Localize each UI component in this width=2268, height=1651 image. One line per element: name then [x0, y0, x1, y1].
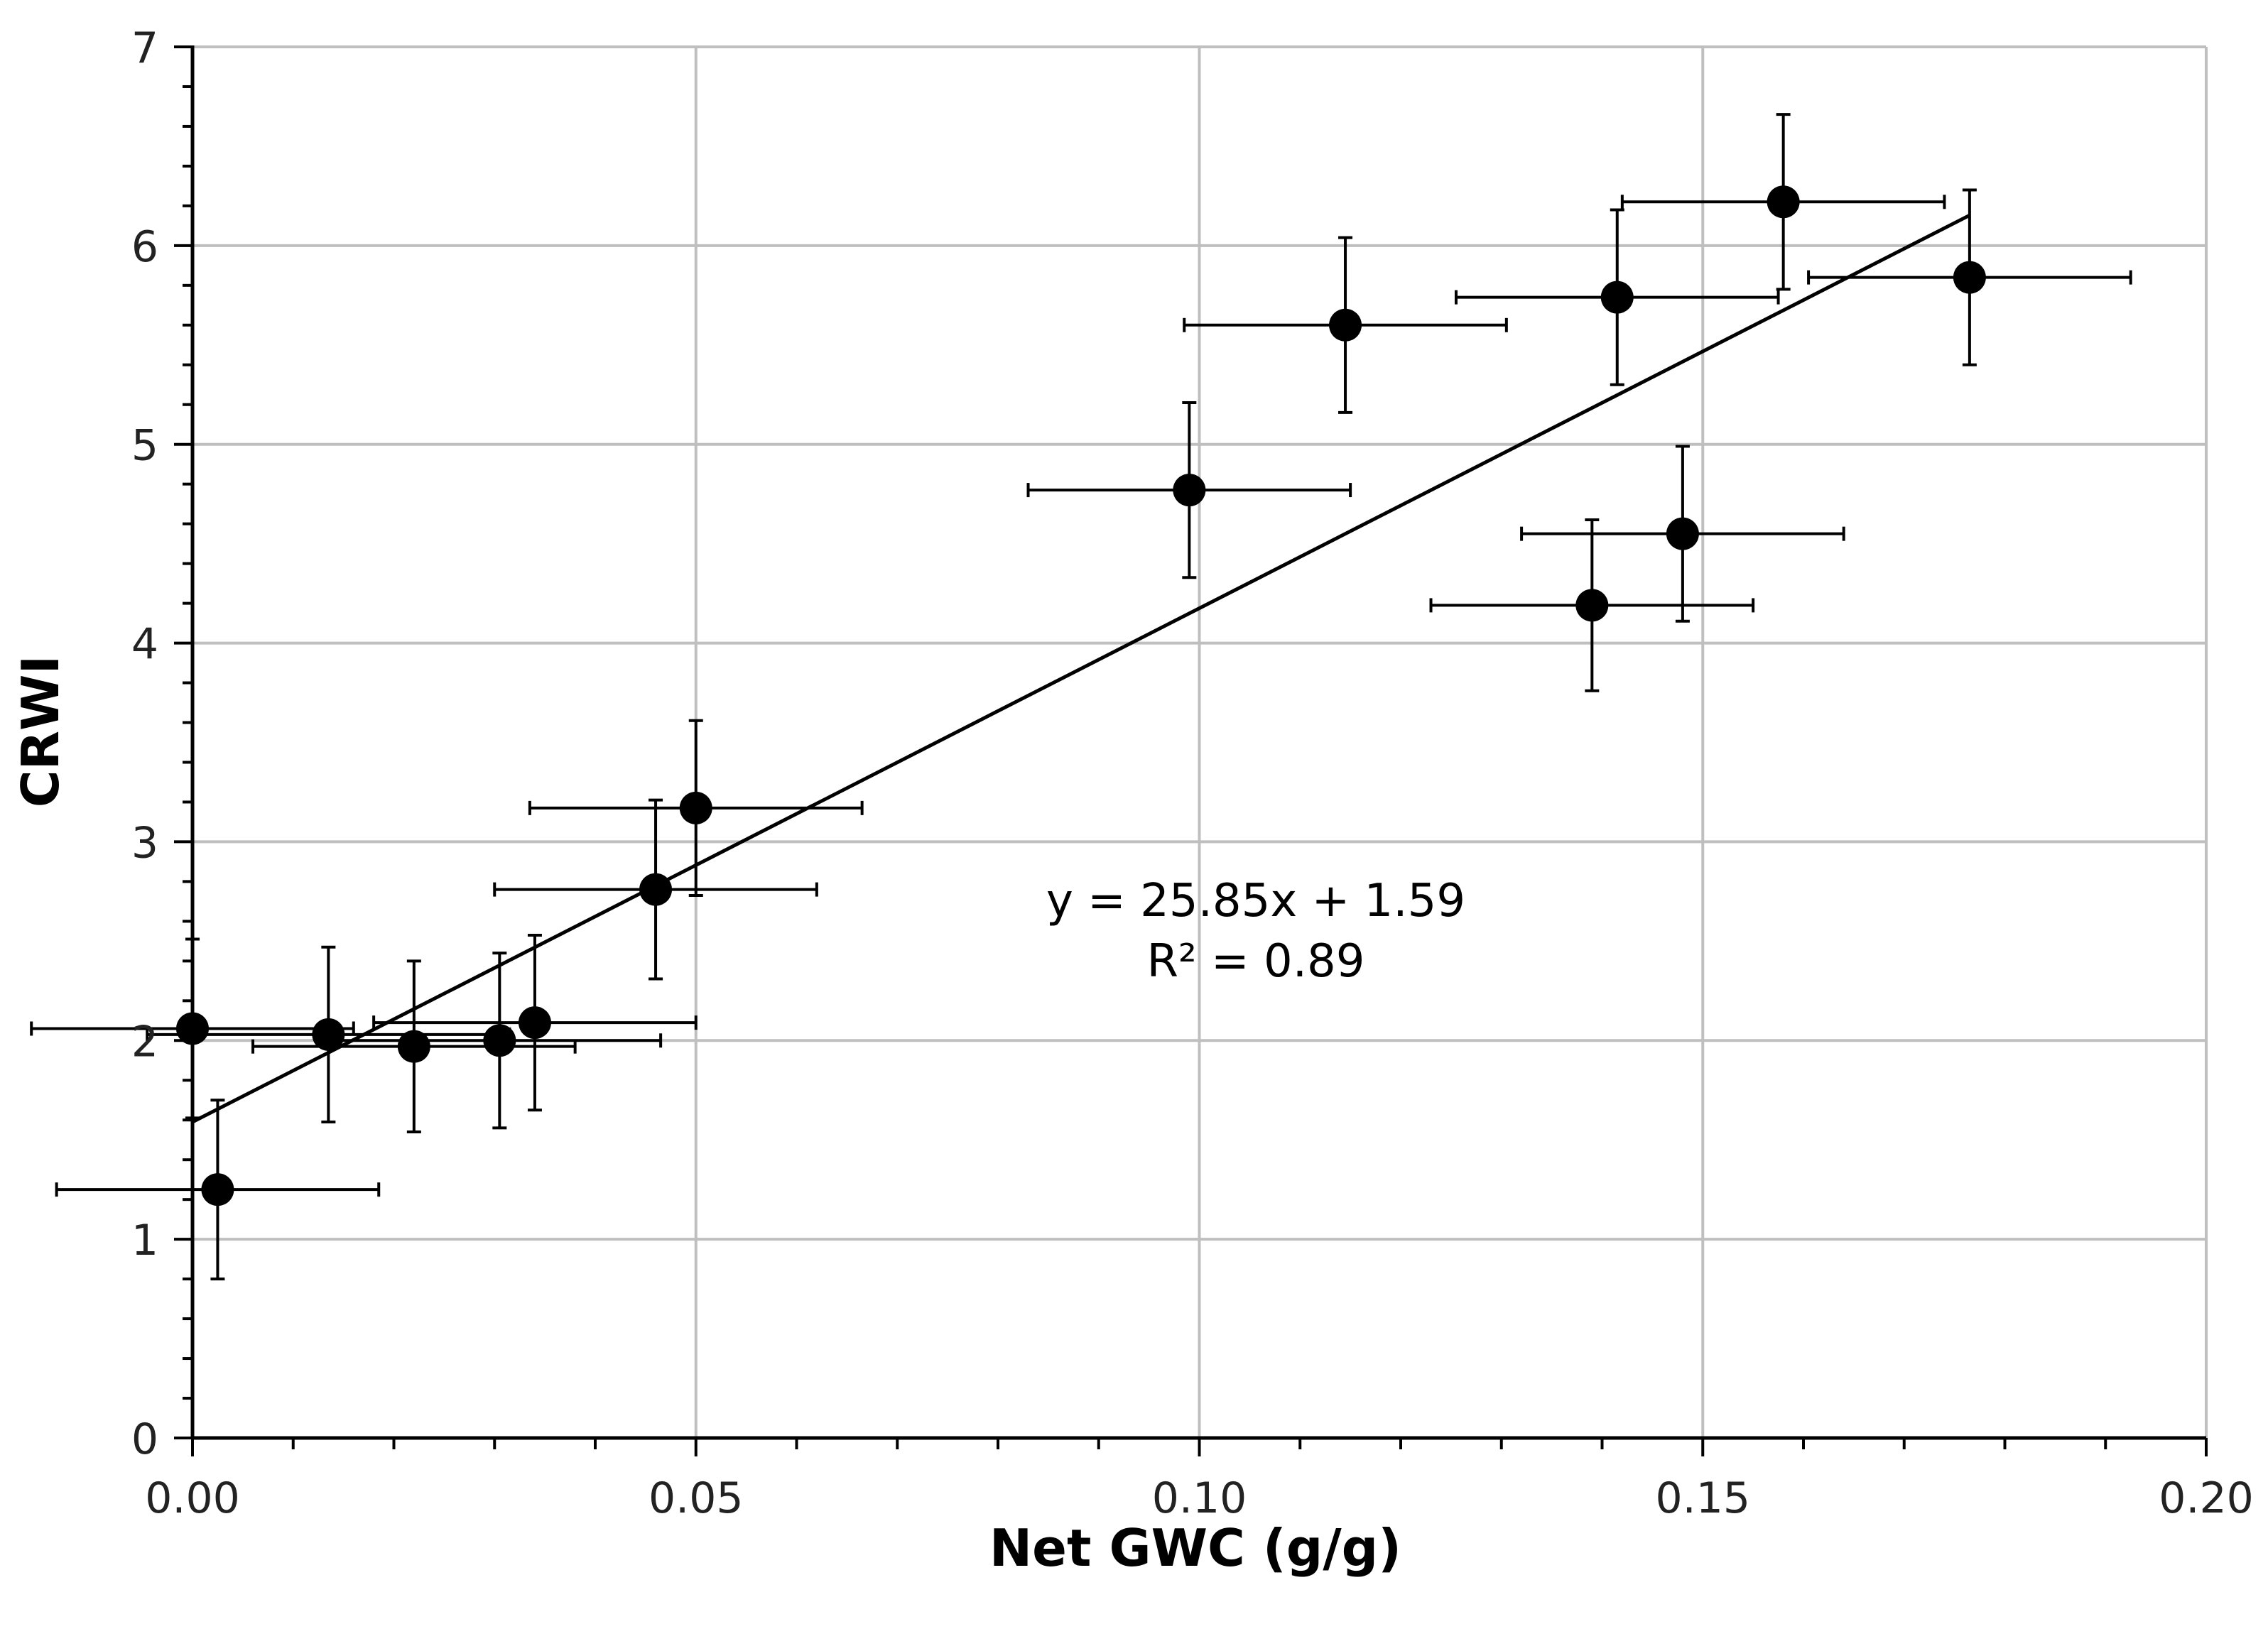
data-point	[312, 1018, 345, 1051]
data-point	[483, 1024, 516, 1057]
data-point	[679, 791, 712, 824]
data-point	[1173, 474, 1206, 507]
error-bar-layer	[30, 113, 2132, 1281]
y-tick-label: 4	[131, 620, 158, 670]
x-tick-label: 0.20	[2159, 1473, 2254, 1523]
y-tick-label: 2	[131, 1017, 158, 1067]
y-tick-label: 3	[131, 818, 158, 868]
grid-layer	[192, 45, 2208, 1438]
x-axis-title: Net GWC (g/g)	[989, 1518, 1401, 1578]
label-layer: 0.00 0.05 0.10 0.15 0.20 0 1 2 3 4 5 6 7	[131, 23, 2254, 1523]
y-tick-label: 0	[131, 1415, 158, 1464]
x-tick-label: 0.00	[145, 1473, 240, 1523]
data-point-layer	[176, 185, 1986, 1206]
x-tick-label: 0.15	[1655, 1473, 1750, 1523]
data-point	[1575, 589, 1609, 622]
data-point	[1329, 308, 1362, 342]
data-point	[1767, 185, 1800, 219]
y-axis-title: CRWI	[11, 655, 70, 808]
data-point	[1666, 517, 1699, 550]
data-point	[518, 1006, 551, 1040]
y-tick-label: 7	[131, 23, 158, 73]
x-tick-label: 0.05	[649, 1473, 744, 1523]
y-tick-label: 6	[131, 222, 158, 272]
data-point	[1953, 261, 1986, 294]
trendline	[191, 213, 1971, 1124]
trendline-layer	[191, 213, 1971, 1124]
trendline-r-squared: R² = 0.89	[1147, 935, 1365, 988]
data-point	[201, 1173, 234, 1206]
data-point	[639, 873, 673, 906]
axis-layer	[174, 45, 2208, 1456]
x-tick-label: 0.10	[1152, 1473, 1247, 1523]
trendline-equation: y = 25.85x + 1.59	[1046, 875, 1465, 927]
y-tick-label: 1	[131, 1216, 158, 1265]
data-point	[397, 1030, 430, 1063]
data-point	[176, 1012, 209, 1045]
data-point	[1600, 280, 1634, 314]
y-tick-label: 5	[131, 421, 158, 471]
